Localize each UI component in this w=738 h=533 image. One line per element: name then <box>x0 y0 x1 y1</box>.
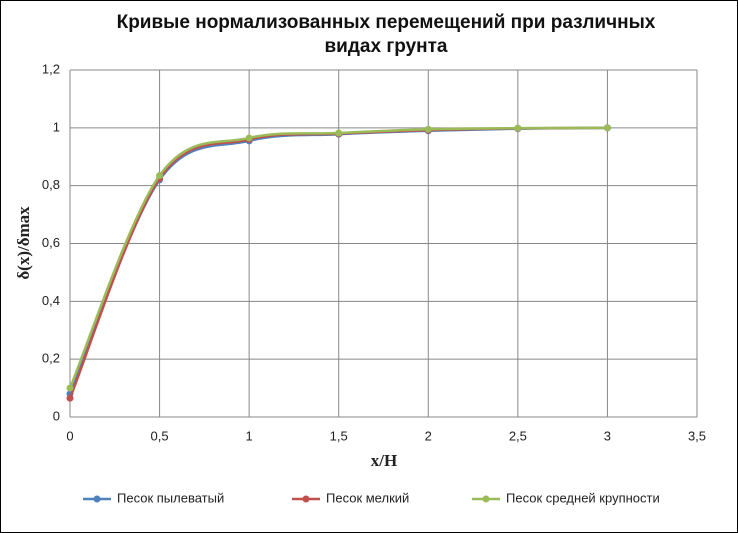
x-tick-label: 0,5 <box>151 428 169 443</box>
point <box>66 394 74 402</box>
legend-marker <box>482 495 490 503</box>
point <box>514 124 522 132</box>
x-tick-label: 3,5 <box>688 428 706 443</box>
legend-label: Песок пылеватый <box>117 490 224 505</box>
y-tick-label: 0,6 <box>42 235 60 250</box>
point <box>603 124 611 132</box>
x-tick-label: 2,5 <box>509 428 527 443</box>
chart-title: Кривые нормализованных перемещений при р… <box>116 12 656 57</box>
x-axis-label: x/H <box>371 451 397 470</box>
point <box>424 125 432 133</box>
x-tick-label: 1 <box>246 428 253 443</box>
point <box>245 134 253 142</box>
x-tick-label: 3 <box>604 428 611 443</box>
point <box>156 172 164 180</box>
x-tick-label: 1,5 <box>330 428 348 443</box>
y-tick-label: 1,2 <box>42 61 60 76</box>
y-tick-label: 0 <box>53 408 60 423</box>
point <box>335 129 343 137</box>
y-tick-label: 0,4 <box>42 293 60 308</box>
y-tick-label: 0,2 <box>42 351 60 366</box>
y-axis-label: δ(x)/δmax <box>14 206 33 280</box>
x-tick-label: 2 <box>425 428 432 443</box>
x-tick-label: 0 <box>66 428 73 443</box>
legend-marker <box>302 495 310 503</box>
y-tick-label: 0,8 <box>42 177 60 192</box>
y-tick-label: 1 <box>53 119 60 134</box>
legend-label: Песок средней крупности <box>506 490 660 505</box>
point <box>66 384 74 392</box>
legend-label: Песок мелкий <box>326 490 409 505</box>
legend-marker <box>93 495 101 503</box>
